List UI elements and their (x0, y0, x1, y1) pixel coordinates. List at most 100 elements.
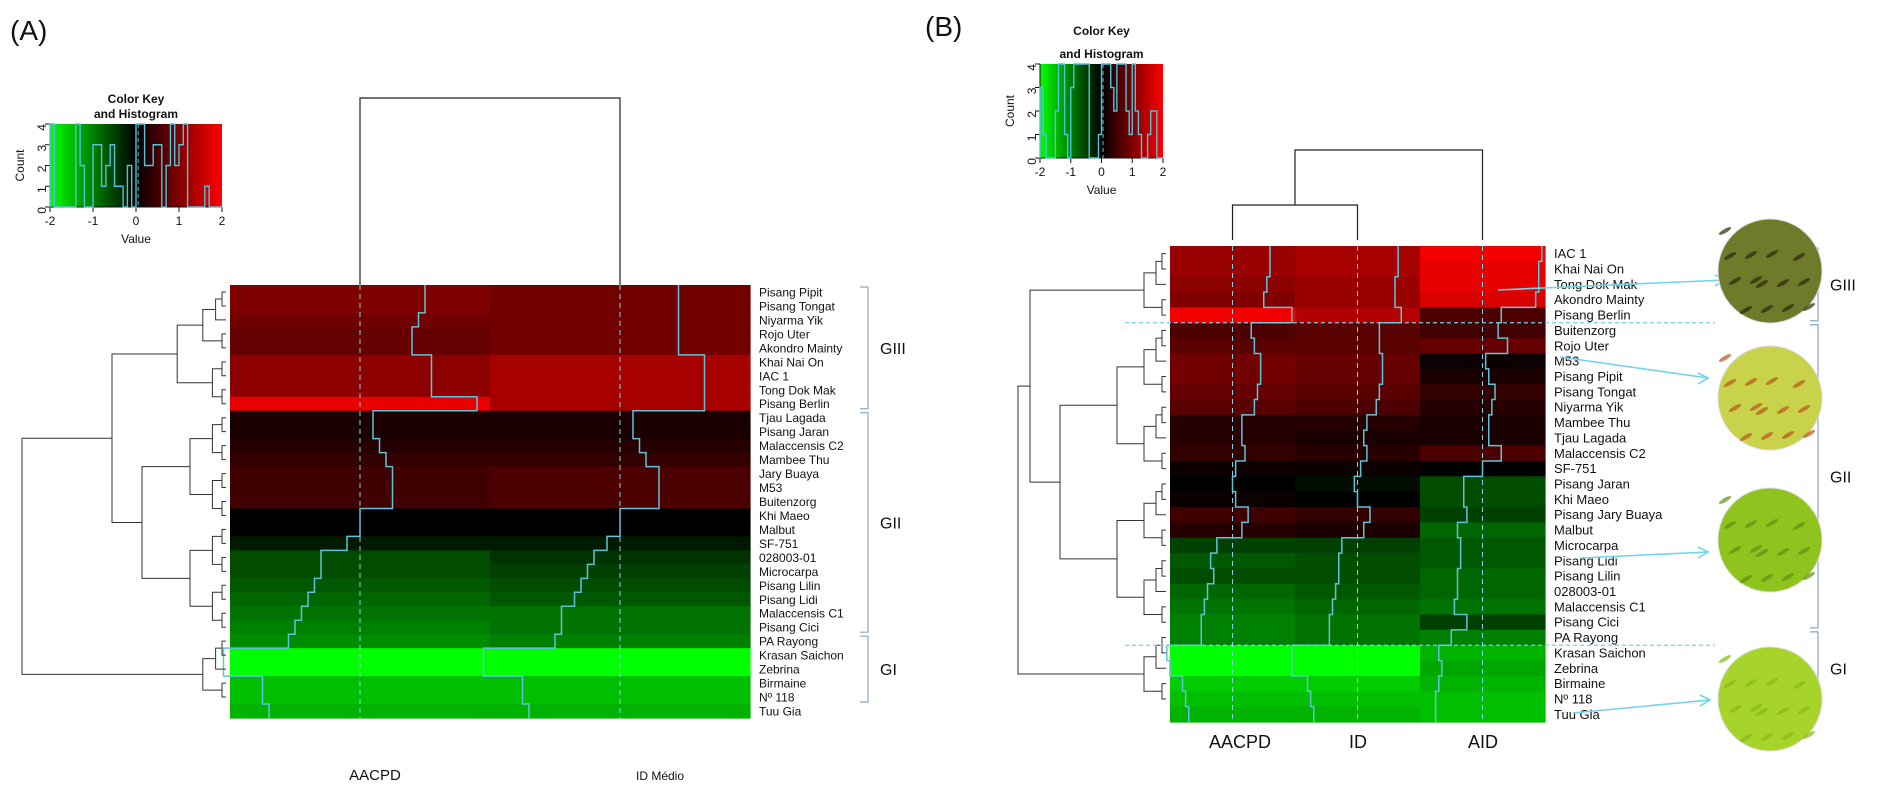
panel-b-ytick-label: 2 (1025, 111, 1039, 118)
panel-a-label: (A) (10, 15, 47, 46)
panel-b-group-label: GII (1830, 469, 1851, 486)
panel-b-xtick-label: 2 (1160, 165, 1167, 179)
panel-a-cell (490, 592, 751, 607)
panel-a-row-label: M53 (759, 481, 783, 495)
leaf-spot (1760, 432, 1774, 440)
leaf-arrowhead (1697, 372, 1710, 385)
leaf-spot (1797, 547, 1811, 555)
leaf-photo-giii (1717, 218, 1823, 324)
panel-b-cell (1295, 246, 1421, 262)
leaf-spot (1781, 304, 1795, 312)
panel-b-row-label: Pisang Cici (1554, 615, 1619, 630)
leaf-spot (1728, 546, 1742, 554)
panel-b-cell (1170, 568, 1296, 585)
leaf-spot (1755, 549, 1769, 557)
panel-a-cell (230, 536, 491, 551)
leaf-spot (1781, 732, 1795, 740)
leaf-spot (1723, 680, 1737, 688)
panel-a-cell (230, 564, 491, 579)
panel-b-row-label: Malbut (1554, 523, 1593, 538)
leaf-spot (1792, 681, 1806, 689)
leaf-spot (1718, 655, 1732, 663)
leaf-spot (1723, 379, 1737, 387)
panel-b-row-label: M53 (1554, 354, 1579, 369)
leaf-photo-gi (1717, 646, 1823, 752)
leaf-spot (1765, 678, 1779, 686)
panel-b-group-label: GI (1830, 661, 1847, 678)
leaf-spot (1802, 572, 1816, 580)
panel-b-color-key-ylabel: Count (1003, 94, 1017, 127)
panel-b-cell (1295, 522, 1421, 539)
panel-a-cell (230, 466, 491, 482)
panel-a-cell (230, 382, 491, 398)
panel-b-row-label: Rojo Uter (1554, 338, 1610, 353)
leaf-spot (1749, 403, 1763, 411)
panel-b-row-label: Microcarpa (1554, 538, 1619, 553)
panel-a-row-label: Nº 118 (759, 691, 795, 705)
panel-a-trace-line (222, 285, 478, 718)
panel-b-row-label: Pisang Pipit (1554, 369, 1623, 384)
panel-a-trace-line (482, 285, 706, 718)
panel-a-row-label: Pisang Lilin (759, 579, 820, 593)
leaf-spot (1797, 405, 1811, 413)
panel-b-row-label: Akondro Mainty (1554, 292, 1645, 307)
panel-a-cell (490, 285, 751, 300)
panel-b-cell (1295, 507, 1421, 523)
panel-a-row-label: Jary Buaya (759, 467, 819, 481)
panel-b-cell (1170, 246, 1296, 262)
leaf-spot (1802, 430, 1816, 438)
panel-b-row-label: Birmaine (1554, 676, 1605, 691)
leaf-spot (1755, 708, 1769, 716)
panel-b-label: (B) (925, 11, 962, 42)
panel-b-row-label: Zebrina (1554, 661, 1599, 676)
panel-a-cell (490, 438, 751, 454)
panel-b-row-label: Pisang Lilin (1554, 569, 1621, 584)
leaf-spot (1765, 519, 1779, 527)
leaf-spot (1739, 306, 1753, 314)
leaf-spot (1718, 496, 1732, 504)
panel-a-cell (490, 690, 751, 705)
panel-b-cell (1170, 675, 1296, 692)
leaf-spot (1760, 733, 1774, 741)
leaf-spot (1760, 574, 1774, 582)
panel-b-cell (1295, 353, 1421, 370)
panel-b-color-key-title: Color Key (1073, 24, 1130, 38)
panel-b-cell (1295, 614, 1421, 631)
panel-a-cell (230, 438, 491, 454)
leaf-spot (1776, 548, 1790, 556)
leaf-photo-gii-a (1717, 345, 1823, 451)
leaf-spot (1728, 705, 1742, 713)
panel-a-cell (490, 354, 751, 370)
panel-a-color-key-xlabel: Value (121, 232, 151, 246)
leaf-arrowhead (1699, 694, 1712, 707)
panel-a-row-label: Pisang Berlin (759, 397, 830, 411)
panel-a-row-label: Pisang Tongat (759, 299, 836, 313)
panel-a-cell (490, 466, 751, 482)
panel-a-row-label: Zebrina (759, 663, 800, 677)
panel-b-row-label: PA Rayong (1554, 630, 1618, 645)
panel-b-color-key-xlabel: Value (1087, 183, 1117, 197)
panel-a-cell (490, 536, 751, 551)
leaf-spot (1744, 378, 1758, 386)
leaf-spot (1718, 227, 1732, 235)
panel-b-row-label: 028003-01 (1554, 584, 1616, 599)
panel-b-row-label: Buitenzorg (1554, 323, 1616, 338)
panel-a-row-label: Krasan Saichon (759, 649, 844, 663)
panel-b-cell (1420, 675, 1546, 692)
leaf-spot (1792, 380, 1806, 388)
panel-b-row-label: Mambee Thu (1554, 415, 1630, 430)
panel-b-row-label: Malaccensis C2 (1554, 446, 1646, 461)
panel-b-color-key-subtitle: and Histogram (1059, 47, 1143, 61)
leaf-arrow (1497, 279, 1726, 291)
panel-a-ytick-label: 3 (35, 144, 49, 151)
panel-b-group-bracket (1810, 324, 1819, 629)
panel-a-xtick-label: -2 (45, 214, 56, 228)
leaf-spot (1797, 706, 1811, 714)
panel-a-cell (230, 690, 491, 705)
leaf-spot (1744, 520, 1758, 528)
panel-b-row-dendrogram (1017, 253, 1166, 700)
leaf-spot (1776, 279, 1790, 287)
leaf-spot (1718, 354, 1732, 362)
panel-b-group-label: GIII (1830, 277, 1856, 294)
